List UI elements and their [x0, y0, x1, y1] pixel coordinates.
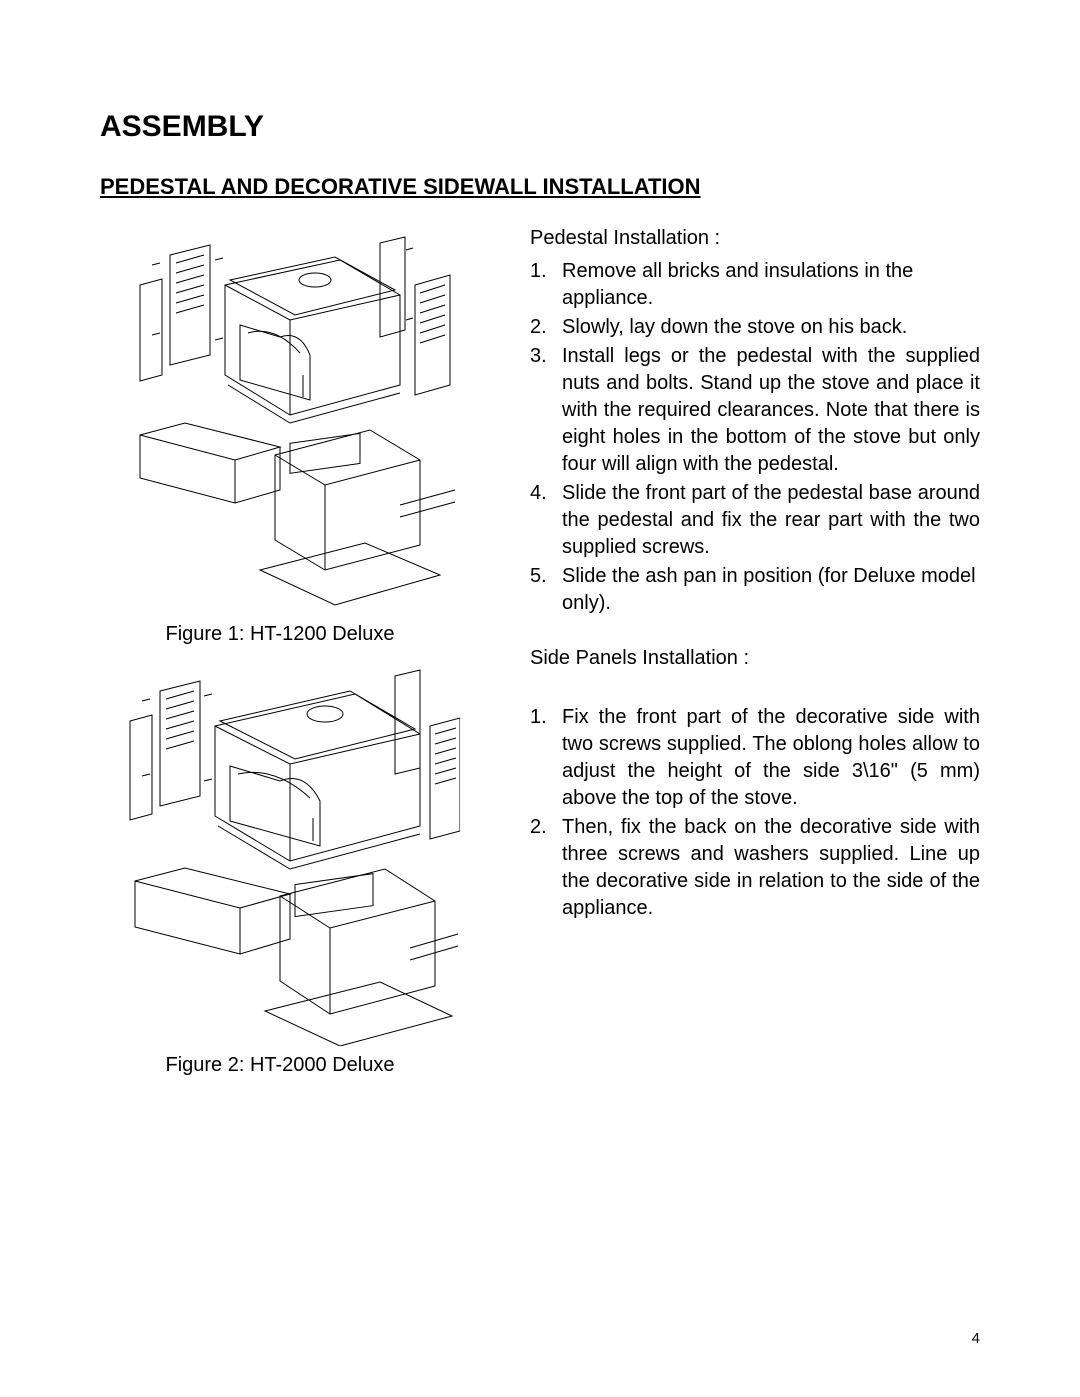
- step-text: Slowly, lay down the stove on his back.: [562, 314, 980, 341]
- sub-heading: PEDESTAL AND DECORATIVE SIDEWALL INSTALL…: [100, 174, 980, 200]
- step-text: Fix the front part of the decorative sid…: [562, 704, 980, 812]
- step-text: Then, fix the back on the decorative sid…: [562, 814, 980, 922]
- instructions-column: Pedestal Installation : 1.Remove all bri…: [530, 225, 980, 1087]
- step-number: 5.: [530, 563, 562, 617]
- list-item: 5.Slide the ash pan in position (for Del…: [530, 563, 980, 617]
- list-item: 1.Fix the front part of the decorative s…: [530, 704, 980, 812]
- figure-1-caption: Figure 1: HT-1200 Deluxe: [100, 623, 460, 646]
- figure-1-diagram: [100, 225, 460, 615]
- stove-diagram-1: [100, 225, 460, 615]
- list-item: 2.Slowly, lay down the stove on his back…: [530, 314, 980, 341]
- main-heading: ASSEMBLY: [100, 110, 980, 144]
- step-text: Slide the front part of the pedestal bas…: [562, 480, 980, 561]
- step-text: Slide the ash pan in position (for Delux…: [562, 563, 980, 617]
- list-item: 4.Slide the front part of the pedestal b…: [530, 480, 980, 561]
- step-number: 3.: [530, 343, 562, 478]
- figures-column: Figure 1: HT-1200 Deluxe: [100, 225, 500, 1087]
- list-item: 1.Remove all bricks and insulations in t…: [530, 258, 980, 312]
- figure-2-caption: Figure 2: HT-2000 Deluxe: [100, 1054, 460, 1077]
- figure-2-diagram: [100, 656, 460, 1046]
- step-text: Remove all bricks and insulations in the…: [562, 258, 980, 312]
- step-number: 4.: [530, 480, 562, 561]
- list-item: 2.Then, fix the back on the decorative s…: [530, 814, 980, 922]
- page-number: 4: [972, 1330, 980, 1347]
- pedestal-steps-list: 1.Remove all bricks and insulations in t…: [530, 258, 980, 617]
- pedestal-install-title: Pedestal Installation :: [530, 225, 980, 252]
- step-text: Install legs or the pedestal with the su…: [562, 343, 980, 478]
- step-number: 2.: [530, 314, 562, 341]
- content-columns: Figure 1: HT-1200 Deluxe: [100, 225, 980, 1087]
- list-item: 3.Install legs or the pedestal with the …: [530, 343, 980, 478]
- step-number: 1.: [530, 258, 562, 312]
- step-number: 1.: [530, 704, 562, 812]
- stove-diagram-2: [100, 656, 460, 1046]
- side-steps-list: 1.Fix the front part of the decorative s…: [530, 704, 980, 922]
- side-panels-title: Side Panels Installation :: [530, 645, 980, 672]
- step-number: 2.: [530, 814, 562, 922]
